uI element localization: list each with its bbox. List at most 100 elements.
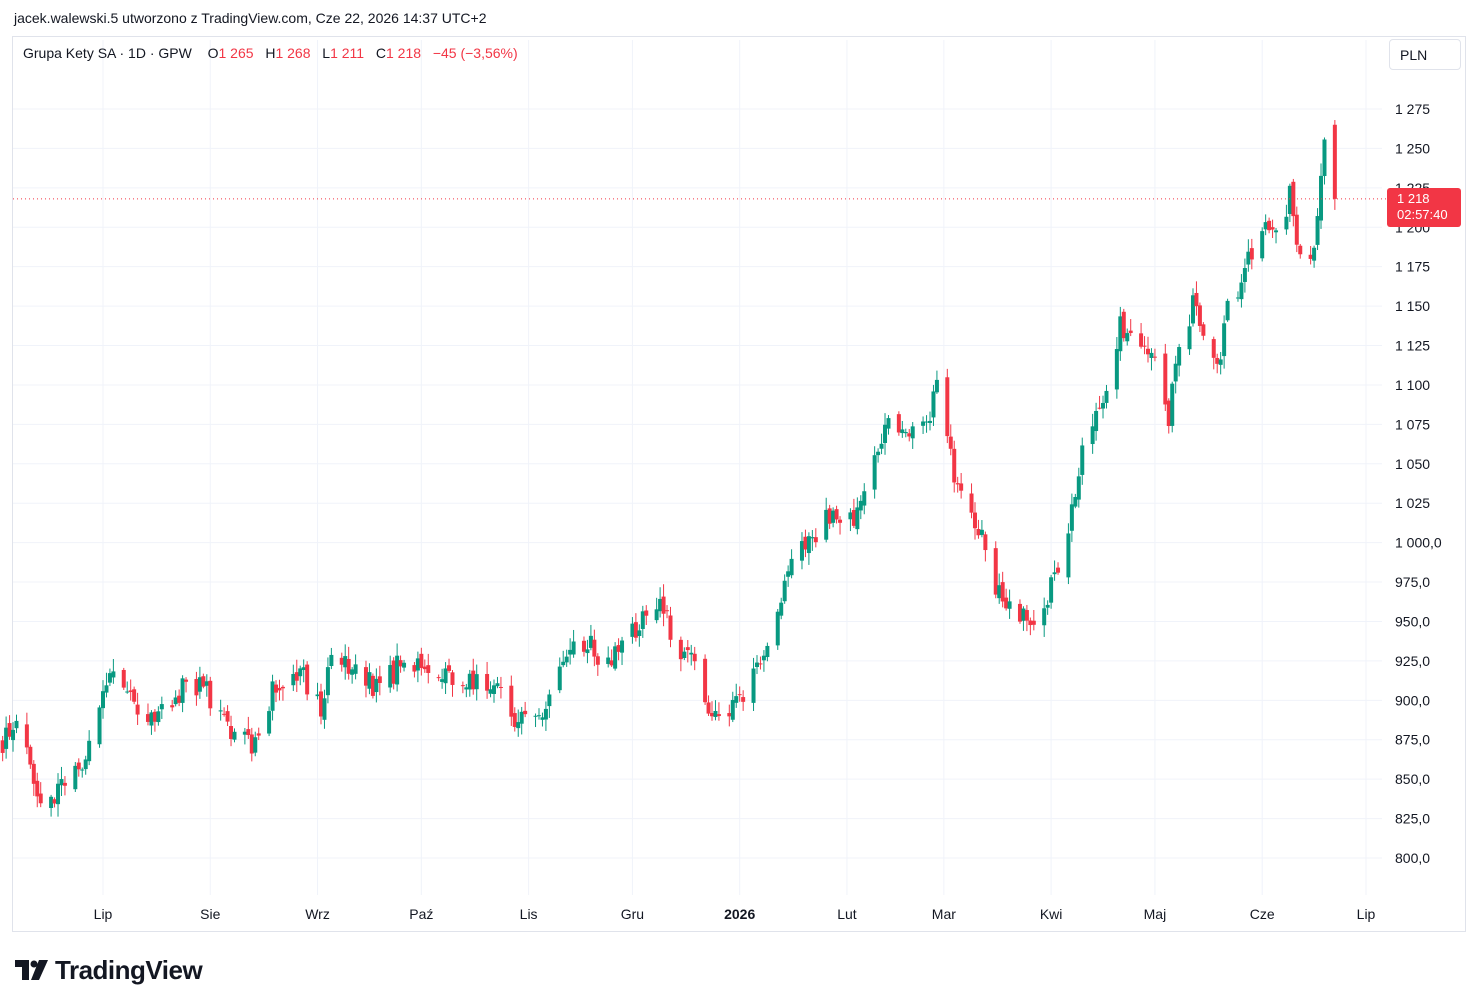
candle-up (751, 668, 756, 703)
price-tick-label: 950,0 (1395, 613, 1430, 629)
candle-down (229, 726, 234, 739)
candle-up (1218, 359, 1223, 365)
candle-up (824, 509, 829, 540)
candle-up (1260, 231, 1265, 259)
candle-up (1190, 295, 1195, 324)
candle-up (924, 421, 929, 423)
candle-down (363, 667, 368, 686)
candle-up (101, 691, 105, 709)
candle-up (1090, 426, 1095, 445)
candle-up (568, 649, 573, 655)
candle-up (4, 727, 9, 749)
candle-up (765, 645, 770, 658)
close-value: 1 218 (385, 45, 422, 61)
candle-up (1177, 347, 1182, 366)
candle-down (1163, 353, 1168, 405)
candle-up (779, 602, 784, 616)
candle-down (976, 529, 981, 536)
candle-down (225, 711, 230, 722)
candle-down (277, 687, 282, 691)
candle-down (509, 685, 514, 717)
candle-down (471, 670, 476, 690)
candle-up (443, 668, 448, 684)
candle-down (135, 704, 140, 715)
candle-down (498, 686, 503, 688)
candle-up (1073, 497, 1078, 507)
candle-down (391, 660, 396, 684)
price-tick-label: 1 175 (1395, 259, 1430, 275)
candle-up (350, 669, 355, 675)
candle-down (177, 695, 182, 703)
tradingview-logo[interactable]: TradingView (15, 955, 203, 986)
candle-down (727, 713, 732, 717)
candle-up (540, 717, 545, 720)
candle-up (49, 796, 54, 809)
candle-down (972, 512, 977, 529)
candle-up (979, 529, 984, 535)
candle-down (1298, 245, 1303, 255)
candle-up (654, 609, 659, 621)
candle-up (14, 720, 19, 729)
candle-up (1045, 604, 1050, 608)
candle-up (1239, 282, 1244, 300)
candle-up (1118, 316, 1123, 352)
candle-down (616, 645, 621, 652)
candle-up (855, 507, 860, 530)
candle-up (218, 710, 223, 712)
currency-button[interactable]: PLN (1389, 39, 1461, 70)
candle-up (1263, 222, 1268, 230)
price-tick-label: 1 150 (1395, 298, 1430, 314)
candle-up (1069, 504, 1074, 531)
candle-up (734, 696, 739, 703)
candle-up (1007, 601, 1012, 609)
price-tick-label: 1 125 (1395, 338, 1430, 354)
low-value: 1 211 (330, 45, 365, 61)
candle-up (492, 685, 497, 694)
candle-up (402, 662, 407, 668)
candle-down (668, 615, 673, 640)
candle-up (464, 687, 469, 690)
candle-up (1101, 402, 1106, 409)
time-tick-label: Mar (932, 906, 956, 922)
candle-up (910, 426, 915, 439)
candle-up (886, 418, 891, 429)
candle-down (834, 509, 839, 520)
price-tick-label: 900,0 (1395, 692, 1430, 708)
tradingview-logo-text: TradingView (55, 955, 203, 985)
candle-down (1056, 567, 1061, 573)
candle-up (440, 679, 445, 682)
candle-up (658, 598, 663, 612)
candle-up (1246, 251, 1251, 265)
candle-down (716, 714, 721, 717)
candle-down (661, 596, 666, 614)
candle-down (665, 610, 670, 612)
candle-down (246, 729, 251, 736)
candles (0, 120, 1337, 817)
candle-down (813, 537, 818, 543)
symbol-label: Grupa Kety SA · 1D · GPW (23, 45, 192, 61)
candle-up (1021, 608, 1026, 621)
candle-up (928, 420, 933, 423)
candle-up (232, 731, 237, 740)
candle-down (1031, 620, 1036, 625)
candle-up (1319, 175, 1324, 221)
candle-up (640, 611, 645, 629)
candle-up (872, 455, 877, 490)
candle-up (1076, 476, 1081, 500)
candle-up (197, 677, 202, 692)
candle-up (59, 779, 64, 786)
candle-down (1194, 292, 1199, 307)
candle-down (38, 793, 43, 804)
candle-up (588, 635, 593, 648)
time-tick-label: Maj (1144, 906, 1167, 922)
price-tick-label: 850,0 (1395, 771, 1430, 787)
candle-up (1235, 297, 1240, 299)
candle-down (945, 377, 950, 437)
candle-down (803, 536, 808, 550)
candle-up (848, 512, 853, 520)
candle-down (305, 664, 310, 695)
candle-down (377, 676, 382, 683)
candle-down (1308, 254, 1313, 259)
candle-down (896, 414, 901, 433)
